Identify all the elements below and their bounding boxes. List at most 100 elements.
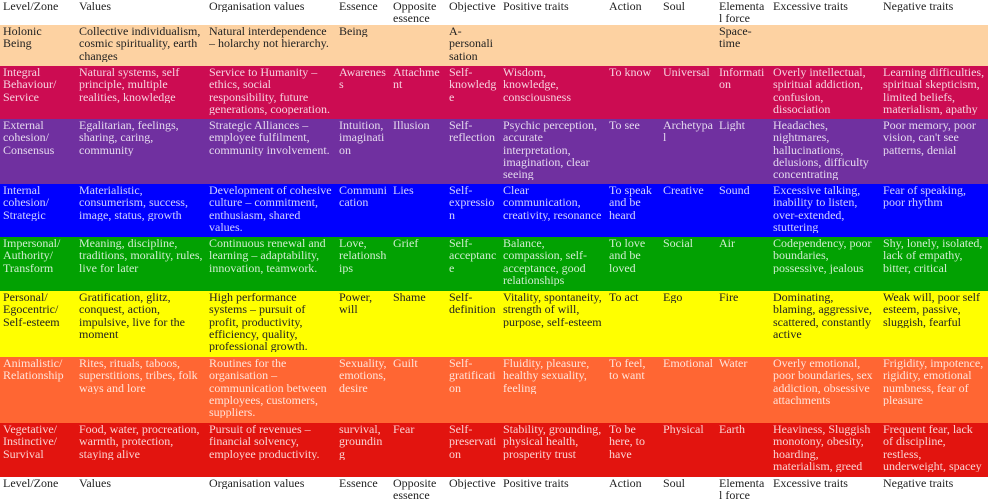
cell: Action — [606, 0, 660, 25]
cell-text: Self-reflection — [449, 119, 495, 144]
cell: Level/Zone — [0, 477, 76, 504]
cell: Dominating, blaming, aggressive, scatter… — [770, 291, 880, 357]
cell: Negative traits — [880, 0, 988, 25]
cell: Communication — [336, 184, 390, 237]
cell-text: Self-gratification — [449, 357, 496, 394]
cell: Frequent fear, lack of discipline, restl… — [880, 423, 988, 477]
cell: To love and be loved — [606, 237, 660, 291]
cell: Guilt — [390, 357, 446, 423]
cell: Universal — [660, 66, 716, 119]
cell: Stability, grounding, physical health, p… — [500, 423, 606, 477]
cell-text: Information — [719, 66, 765, 91]
data-row: Holonic Being Collective individualism, c… — [0, 25, 988, 66]
cell: To act — [606, 291, 660, 357]
cell: Love, relationships — [336, 237, 390, 291]
cell-text: Frigidity, impotence, rigidity, emotiona… — [883, 357, 984, 407]
cell-text: Opposite essence — [393, 0, 437, 25]
cell: Negative traits — [880, 477, 988, 504]
data-row: Internal cohesion/ Strategic Materialisti… — [0, 184, 988, 237]
cell: Headaches, nightmares, hallucinations, d… — [770, 119, 880, 184]
cell: Self-preservation — [446, 423, 500, 477]
cell-text: Level/Zone — [3, 477, 59, 490]
cell-text: Fluidity, pleasure, healthy sexuality, f… — [503, 357, 590, 394]
cell-text: High performance systems – pursuit of pr… — [209, 291, 308, 353]
cell-text: Shame — [393, 291, 426, 304]
cell: Learning difficulties, spiritual skeptic… — [880, 66, 988, 119]
cell: Lies — [390, 184, 446, 237]
cell: Water — [716, 357, 770, 423]
cell-text: Ego — [663, 291, 683, 304]
cell-text: Stability, grounding, physical health, p… — [503, 423, 602, 460]
cell-text: Egalitarian, feelings, sharing, caring, … — [79, 119, 179, 156]
cell: Strategic Alliances – employee fulfilmen… — [206, 119, 336, 184]
cell-text: Balance, compassion, self-acceptance, go… — [503, 237, 587, 287]
cell: Self-expression — [446, 184, 500, 237]
cell-text: To speak and be heard — [609, 184, 652, 221]
cell: Impersonal/ Authority/ Transform — [0, 237, 76, 291]
cell-text: Opposite essence — [393, 477, 437, 502]
cell-text: Organisation values — [209, 0, 305, 13]
cell: Ego — [660, 291, 716, 357]
cell-text: External cohesion/ Consensus — [3, 119, 55, 156]
cell: Overly emotional, poor boundaries, sex a… — [770, 357, 880, 423]
cell-text: Holonic Being — [3, 25, 42, 50]
cell-text: Poor memory, poor vision, can't see patt… — [883, 119, 976, 156]
cell: Earth — [716, 423, 770, 477]
cell-text: Overly intellectual, spiritual addiction… — [773, 66, 866, 116]
cell — [660, 25, 716, 66]
cell: Values — [76, 0, 206, 25]
cell-text: Essence — [339, 477, 378, 490]
cell-text: Positive traits — [503, 477, 569, 490]
cell-text: Animalistic/ Relationship — [3, 357, 64, 382]
cell: To feel, to want — [606, 357, 660, 423]
cell: Egalitarian, feelings, sharing, caring, … — [76, 119, 206, 184]
cell: Fluidity, pleasure, healthy sexuality, f… — [500, 357, 606, 423]
cell: Self-gratification — [446, 357, 500, 423]
cell: External cohesion/ Consensus — [0, 119, 76, 184]
cell-text: Fire — [719, 291, 739, 304]
cell: Soul — [660, 0, 716, 25]
cell-text: Grief — [393, 237, 419, 250]
cell-text: To know — [609, 66, 652, 79]
cell-text: Action — [609, 0, 642, 13]
cell-text: Values — [79, 0, 111, 13]
cell-text: Internal cohesion/ Strategic — [3, 184, 49, 221]
cell-text: To love and be loved — [609, 237, 646, 274]
cell: Essence — [336, 477, 390, 504]
cell: Fear of speaking, poor rhythm — [880, 184, 988, 237]
cell: Values — [76, 477, 206, 504]
cell-text: Personal/ Egocentric/ Self-esteem — [3, 291, 60, 328]
cell-text: Self-expression — [449, 184, 495, 221]
cell-text: Love, relationships — [339, 237, 387, 274]
cell-text: Wisdom, knowledge, consciousness — [503, 66, 571, 103]
cell — [500, 25, 606, 66]
cell-text: Frequent fear, lack of discipline, restl… — [883, 423, 982, 473]
cell: Objective — [446, 0, 500, 25]
cell: Elemental force — [716, 0, 770, 25]
cell: Holonic Being — [0, 25, 76, 66]
cell-text: Fear of speaking, poor rhythm — [883, 184, 966, 209]
cell: Attachment — [390, 66, 446, 119]
cell-text: Negative traits — [883, 477, 954, 490]
cell-text: Sound — [719, 184, 750, 197]
cell-text: Intuition, imagination — [339, 119, 385, 156]
cell-text: Emotional — [663, 357, 713, 370]
cell — [390, 25, 446, 66]
cell-text: Level/Zone — [3, 0, 59, 13]
cell-text: Being — [339, 25, 368, 38]
cell-text: Pursuit of revenues – financial solvency… — [209, 423, 320, 460]
cell: Frigidity, impotence, rigidity, emotiona… — [880, 357, 988, 423]
cell: Essence — [336, 0, 390, 25]
cell-text: Earth — [719, 423, 745, 436]
cell-text: Materialistic, consumerism, success, ima… — [79, 184, 188, 221]
cell-text: Physical — [663, 423, 704, 436]
cell-text: Negative traits — [883, 0, 954, 13]
cell-text: A-personalisation — [449, 25, 493, 62]
cell: Codependency, poor boundaries, possessiv… — [770, 237, 880, 291]
cell: Self-acceptance — [446, 237, 500, 291]
cell: To see — [606, 119, 660, 184]
cell: Self-knowledge — [446, 66, 500, 119]
cell — [880, 25, 988, 66]
cell: Opposite essence — [390, 0, 446, 25]
cell-text: Fear — [393, 423, 415, 436]
